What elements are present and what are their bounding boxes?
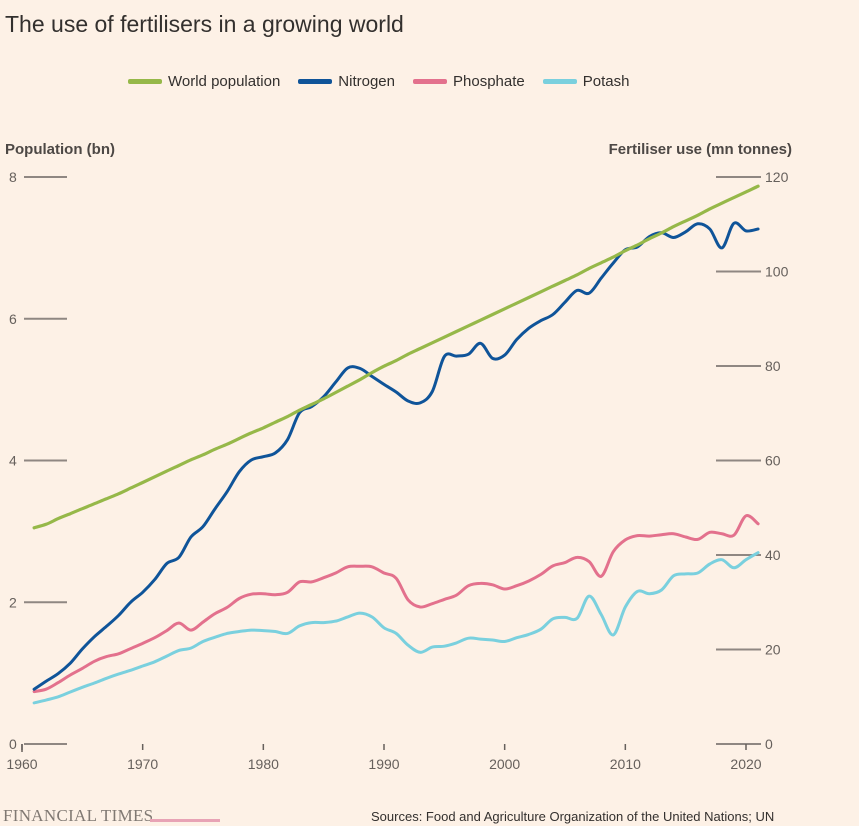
y-right-tick-label-0: 0 [765,736,773,752]
y-right-tick-label-80: 80 [765,358,781,374]
y-right-tick-label-120: 120 [765,169,789,185]
y-left-tick-label-8: 8 [9,169,17,185]
series-line-nitrogen [32,221,760,691]
legend-swatch-nitrogen [298,79,333,84]
y-axis-left-title: Population (bn) [5,141,115,158]
x-tick-label-1960: 1960 [6,756,37,772]
chart-title: The use of fertilisers in a growing worl… [5,11,404,37]
legend-item-nitrogen: Nitrogen [298,73,395,90]
legend-item-potash: Potash [542,73,630,90]
series-line-phosphate [32,514,760,694]
x-tick-label-2000: 2000 [489,756,520,772]
x-tick-label-1990: 1990 [368,756,399,772]
x-tick-label-2010: 2010 [610,756,641,772]
y-left-tick-label-4: 4 [9,453,17,469]
ft-logo: FINANCIAL TIMES [3,806,154,825]
legend-label-nitrogen: Nitrogen [338,73,395,90]
y-right-tick-label-20: 20 [765,642,781,658]
legend-swatch-potash [542,79,577,84]
y-right-tick-label-100: 100 [765,264,789,280]
legend-swatch-phosphate [413,79,447,84]
legend-label-potash: Potash [582,73,630,90]
legend: World population Nitrogen Phosphate Pota… [128,73,647,90]
legend-swatch-population [128,79,162,84]
y-left-tick-label-0: 0 [9,736,17,752]
y-left-tick-label-2: 2 [9,594,17,610]
legend-item-phosphate: Phosphate [413,73,525,90]
x-tick-label-2020: 2020 [730,756,761,772]
legend-item-population: World population [128,73,280,90]
source-note: Sources: Food and Agriculture Organizati… [371,809,775,824]
y-right-tick-label-60: 60 [765,453,781,469]
series-line-potash [32,551,760,705]
ft-logo-underline [150,819,220,822]
y-axis-right-title: Fertiliser use (mn tonnes) [608,141,792,158]
x-tick-label-1970: 1970 [127,756,158,772]
legend-label-population: World population [168,73,281,90]
y-left-tick-label-6: 6 [9,311,17,327]
x-tick-label-1980: 1980 [248,756,279,772]
y-right-tick-label-40: 40 [765,547,781,563]
series-line-world-population [32,184,760,530]
legend-label-phosphate: Phosphate [453,73,525,90]
